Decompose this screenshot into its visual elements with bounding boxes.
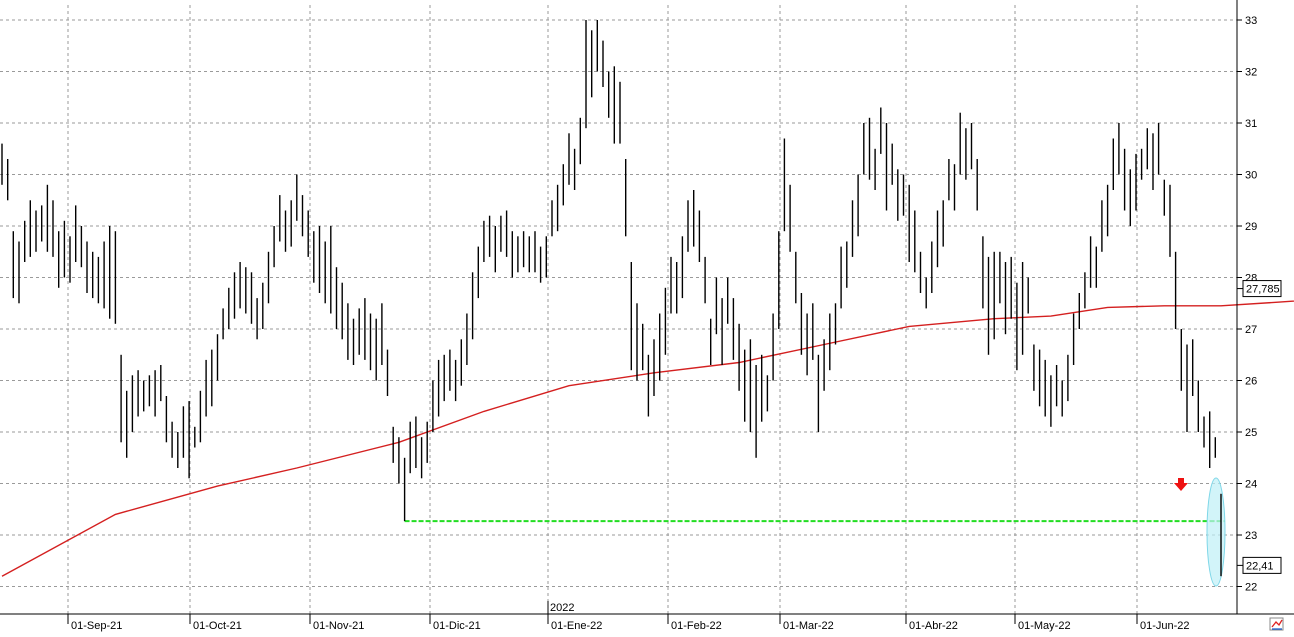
ma-value-label: 27,785 bbox=[1246, 284, 1280, 296]
x-tick-label: 01-Ene-22 bbox=[551, 620, 602, 632]
y-tick-label: 31 bbox=[1245, 118, 1257, 130]
x-tick-label: 01-Feb-22 bbox=[671, 620, 722, 632]
y-tick-label: 25 bbox=[1245, 427, 1257, 439]
year-marker-label: 2022 bbox=[550, 602, 574, 614]
x-tick-label: 01-Abr-22 bbox=[909, 620, 958, 632]
axes bbox=[0, 0, 1294, 624]
price-bars bbox=[1, 20, 1222, 577]
logo-line-red bbox=[1271, 619, 1283, 628]
ma-value-label-box bbox=[1242, 280, 1282, 298]
y-tick-label: 24 bbox=[1245, 479, 1257, 491]
last-price-label: 22,41 bbox=[1246, 560, 1274, 572]
x-tick-label: 01-Nov-21 bbox=[313, 620, 364, 632]
y-tick-label: 29 bbox=[1245, 221, 1257, 233]
y-tick-label: 22 bbox=[1245, 582, 1257, 594]
logo-frame bbox=[1269, 617, 1284, 631]
y-tick-label: 23 bbox=[1245, 530, 1257, 542]
x-tick-label: 01-Mar-22 bbox=[783, 620, 834, 632]
logo-icon bbox=[1269, 617, 1284, 631]
x-tick-label: 01-Dic-21 bbox=[433, 620, 481, 632]
x-tick-label: 01-Jun-22 bbox=[1140, 620, 1190, 632]
y-tick-label: 33 bbox=[1245, 15, 1257, 27]
markers: 27,785 22,41 bbox=[1174, 280, 1284, 631]
grid bbox=[0, 5, 1237, 614]
x-tick-label: 01-Sep-21 bbox=[71, 620, 122, 632]
x-tick-label: 01-Oct-21 bbox=[193, 620, 242, 632]
y-tick-label: 32 bbox=[1245, 67, 1257, 79]
last-price-label-box bbox=[1242, 556, 1282, 574]
y-tick-label: 26 bbox=[1245, 376, 1257, 388]
down-arrow-icon bbox=[1174, 478, 1188, 491]
y-tick-label: 27 bbox=[1245, 324, 1257, 336]
y-tick-label: 30 bbox=[1245, 170, 1257, 182]
x-tick-label: 01-May-22 bbox=[1018, 620, 1071, 632]
highlight-ellipse bbox=[1206, 477, 1226, 587]
highlight-layer bbox=[1206, 477, 1226, 587]
